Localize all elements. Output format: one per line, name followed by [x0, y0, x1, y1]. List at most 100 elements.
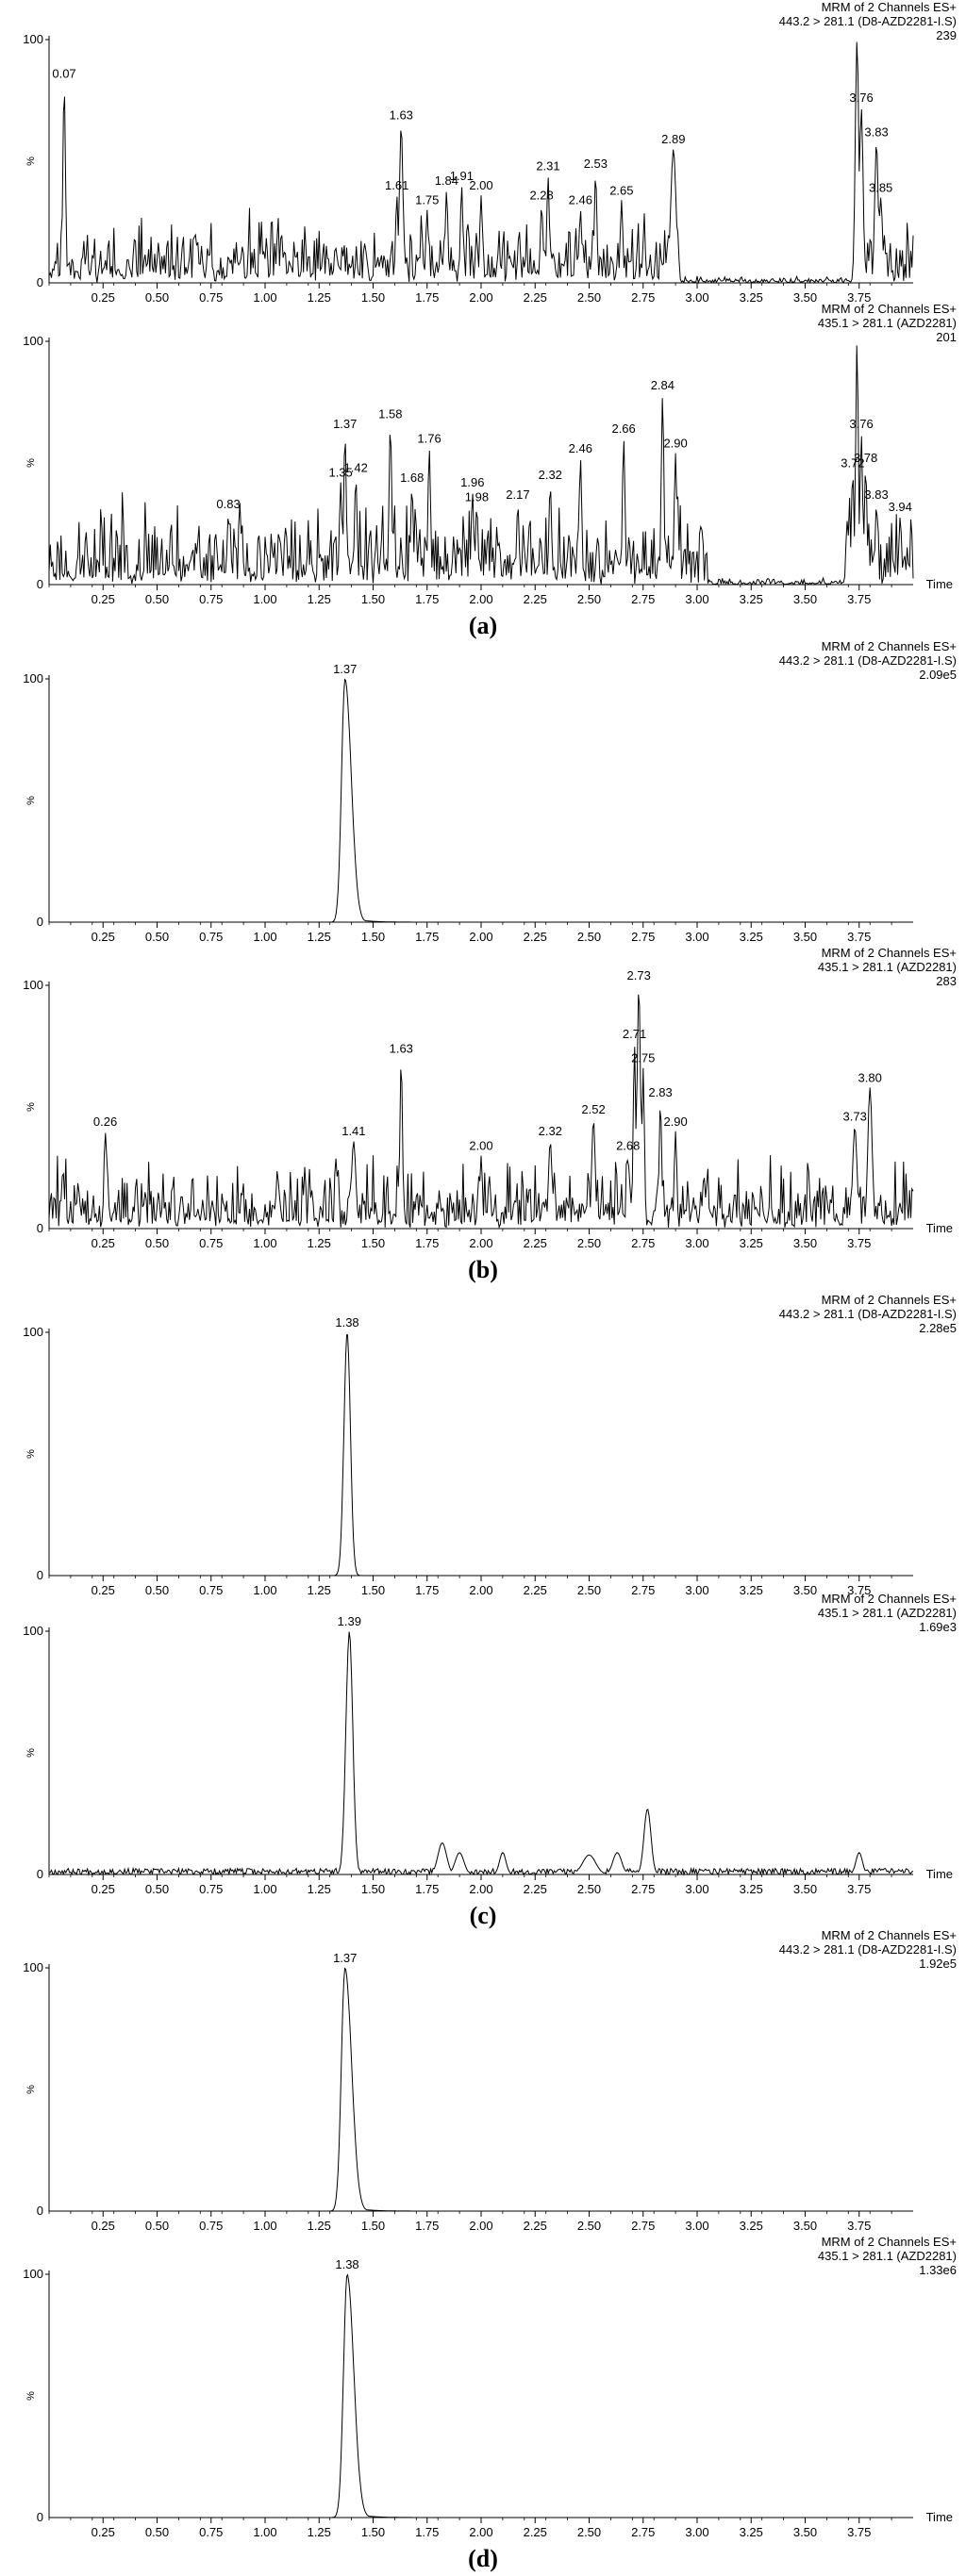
- x-tick-label: 1.25: [308, 1583, 331, 1597]
- trace-title: MRM of 2 Channels ES+: [822, 0, 957, 14]
- x-tick-label: 3.25: [740, 930, 763, 944]
- y-axis-label: %: [25, 157, 37, 166]
- x-tick-label: 1.50: [361, 2219, 385, 2233]
- peak-label: 2.73: [627, 968, 651, 983]
- x-tick-label: 2.25: [524, 592, 547, 606]
- x-tick-label: 0.50: [145, 2525, 169, 2539]
- x-tick-label: 1.75: [415, 1882, 439, 1896]
- chromatogram-panel-b-analyte: MRM of 2 Channels ES+435.1 > 281.1 (AZD2…: [23, 946, 957, 1250]
- x-tick-label: 1.75: [415, 592, 439, 606]
- x-tick-label: 1.50: [361, 1236, 385, 1250]
- peak-label: 2.00: [469, 1139, 492, 1153]
- peak-label: 2.65: [609, 183, 633, 197]
- peak-label: 2.90: [663, 437, 687, 451]
- x-tick-label: 2.75: [631, 2219, 655, 2233]
- x-tick-label: 2.75: [631, 1882, 655, 1896]
- peak-label: 2.52: [581, 1102, 605, 1116]
- y-tick-label: 100: [23, 1325, 43, 1339]
- peak-label: 2.83: [648, 1085, 672, 1099]
- x-tick-label: 3.25: [740, 2525, 763, 2539]
- x-tick-label: 2.75: [631, 592, 655, 606]
- x-tick-label: 3.75: [847, 2525, 871, 2539]
- x-tick-label: 0.75: [199, 290, 223, 305]
- peak-label: 2.31: [536, 158, 559, 173]
- trace-line: [48, 1631, 914, 1876]
- x-tick-label: 3.00: [685, 592, 708, 606]
- trace-intensity: 1.69e3: [919, 1620, 957, 1634]
- x-tick-label: 2.00: [469, 930, 492, 944]
- peak-label: 3.78: [854, 451, 877, 465]
- peak-label: 1.98: [465, 489, 489, 504]
- trace-line: [48, 41, 914, 285]
- x-axis-label: Time: [926, 577, 953, 591]
- trace-intensity: 283: [936, 974, 957, 988]
- chromatogram-panel-b-is: MRM of 2 Channels ES+443.2 > 281.1 (D8-A…: [23, 639, 957, 1283]
- y-tick-label: 0: [37, 1221, 43, 1235]
- peak-label: 2.46: [569, 193, 592, 207]
- chromatogram-panel-c-analyte: MRM of 2 Channels ES+435.1 > 281.1 (AZD2…: [23, 1592, 957, 1896]
- peak-label: 1.96: [460, 475, 484, 489]
- x-tick-label: 1.50: [361, 2525, 385, 2539]
- x-tick-label: 3.50: [793, 1882, 817, 1896]
- x-tick-label: 2.75: [631, 1236, 655, 1250]
- x-axis-label: Time: [926, 1867, 953, 1881]
- x-tick-label: 3.50: [793, 290, 817, 305]
- x-tick-label: 1.00: [253, 1882, 276, 1896]
- x-tick-label: 2.50: [577, 592, 601, 606]
- x-tick-label: 1.25: [308, 930, 331, 944]
- chromatogram-panel-a-is: MRM of 2 Channels ES+443.2 > 281.1 (D8-A…: [23, 0, 957, 639]
- peak-label: 3.76: [849, 417, 873, 431]
- y-tick-label: 100: [23, 2267, 43, 2281]
- x-tick-label: 0.50: [145, 290, 169, 305]
- x-tick-label: 2.50: [577, 1583, 601, 1597]
- x-tick-label: 3.75: [847, 290, 871, 305]
- y-axis-label: %: [25, 2391, 37, 2401]
- x-tick-label: 2.00: [469, 592, 492, 606]
- peak-label: 1.38: [335, 2257, 358, 2271]
- x-tick-label: 3.75: [847, 2219, 871, 2233]
- peak-label: 2.90: [663, 1115, 687, 1129]
- y-tick-label: 0: [37, 1867, 43, 1881]
- trace-line: [49, 1334, 913, 1577]
- x-tick-label: 2.25: [524, 2525, 547, 2539]
- x-tick-label: 1.75: [415, 290, 439, 305]
- x-tick-label: 2.25: [524, 1583, 547, 1597]
- panel-caption: (d): [468, 2545, 498, 2572]
- peak-label: 1.58: [378, 407, 402, 421]
- peak-label: 2.68: [616, 1139, 640, 1153]
- x-tick-label: 0.25: [92, 2219, 115, 2233]
- peak-label: 1.84: [435, 173, 458, 188]
- peak-label: 1.63: [390, 1041, 413, 1055]
- x-tick-label: 3.25: [740, 592, 763, 606]
- x-tick-label: 2.25: [524, 1236, 547, 1250]
- x-tick-label: 1.25: [308, 1236, 331, 1250]
- x-tick-label: 1.50: [361, 1882, 385, 1896]
- x-tick-label: 0.75: [199, 1882, 223, 1896]
- y-tick-label: 0: [37, 275, 43, 289]
- peak-label: 2.28: [529, 188, 553, 202]
- x-tick-label: 3.75: [847, 930, 871, 944]
- x-tick-label: 3.50: [793, 1236, 817, 1250]
- x-tick-label: 1.25: [308, 290, 331, 305]
- x-tick-label: 3.00: [685, 1583, 708, 1597]
- y-axis-label: %: [25, 1449, 37, 1459]
- x-tick-label: 1.50: [361, 290, 385, 305]
- x-tick-label: 0.75: [199, 592, 223, 606]
- peak-label: 3.94: [889, 500, 912, 514]
- trace-intensity: 2.09e5: [919, 668, 957, 682]
- x-tick-label: 0.50: [145, 930, 169, 944]
- x-tick-label: 1.25: [308, 2219, 331, 2233]
- peak-label: 1.35: [328, 466, 352, 480]
- peak-label: 1.91: [450, 169, 474, 183]
- x-tick-label: 3.50: [793, 2525, 817, 2539]
- x-tick-label: 2.25: [524, 1882, 547, 1896]
- x-tick-label: 0.50: [145, 1583, 169, 1597]
- x-tick-label: 0.25: [92, 1236, 115, 1250]
- x-tick-label: 2.75: [631, 290, 655, 305]
- y-axis-label: %: [25, 458, 37, 468]
- x-tick-label: 1.00: [253, 1236, 276, 1250]
- x-tick-label: 2.75: [631, 2525, 655, 2539]
- peak-label: 3.85: [869, 181, 892, 195]
- trace-title: MRM of 2 Channels ES+: [822, 946, 957, 960]
